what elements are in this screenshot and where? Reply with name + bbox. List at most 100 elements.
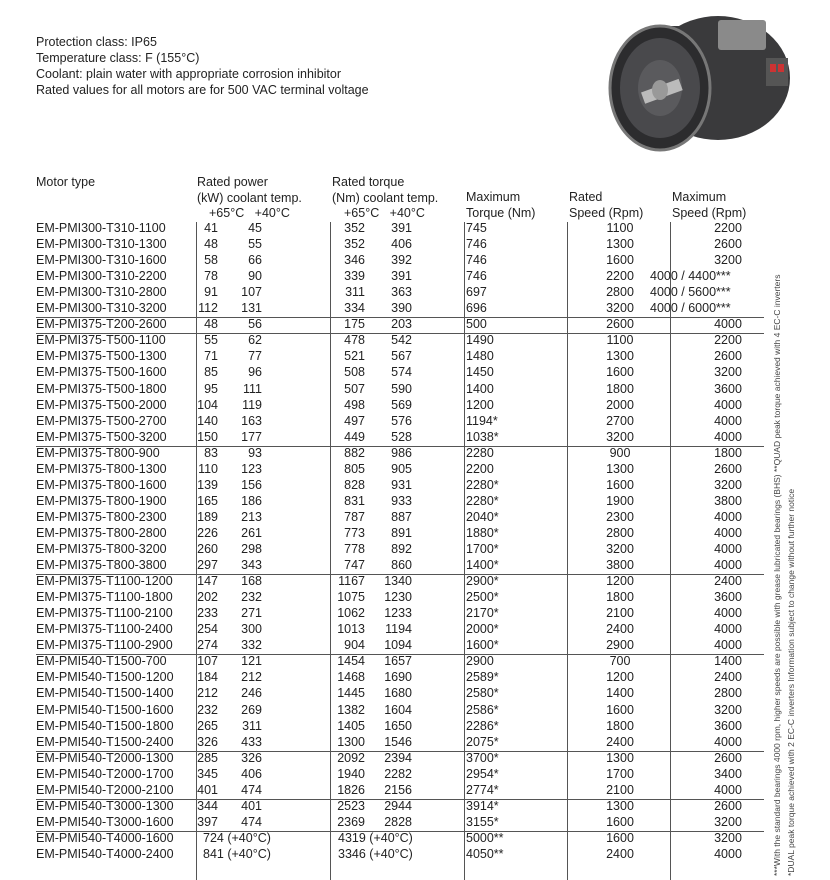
- cell-motor-type: EM-PMI375-T1100-1800: [36, 590, 173, 605]
- header-rated-speed-line2: Speed (Rpm): [569, 205, 644, 220]
- cell-max-torque: 1600*: [466, 638, 499, 653]
- cell-torque-65: 508: [344, 365, 365, 380]
- cell-torque-40: 406: [391, 237, 412, 252]
- cell-max-torque: 2040*: [466, 509, 499, 524]
- cell-motor-type: EM-PMI375-T1100-2900: [36, 638, 173, 653]
- table-row: EM-PMI300-T310-2200 78 90 339 391 746 2200 4000…: [0, 268, 770, 284]
- group-separator: [36, 798, 764, 800]
- cell-torque-65: 2369: [337, 814, 365, 829]
- cell-power-40: 213: [241, 509, 262, 524]
- cell-max-speed: 3600: [714, 381, 742, 396]
- cell-torque-40: 391: [391, 269, 412, 284]
- cell-rated-speed: 3200: [606, 429, 634, 444]
- cell-rated-speed: 1600: [606, 830, 634, 845]
- cell-max-torque: 3914*: [466, 798, 499, 813]
- table-row: EM-PMI375-T800-1300 110 123 805 905 2200 1300 2…: [0, 461, 770, 477]
- cell-power-65: 48: [204, 237, 218, 252]
- cell-torque-40: 576: [391, 413, 412, 428]
- cell-power-40: 343: [241, 558, 262, 573]
- cell-torque-40: 986: [391, 445, 412, 460]
- cell-torque-40: 860: [391, 558, 412, 573]
- table-row: EM-PMI375-T500-1100 55 62 478 542 1490 1100 220…: [0, 332, 770, 348]
- cell-motor-type: EM-PMI375-T800-3800: [36, 558, 167, 573]
- cell-max-torque: 2774*: [466, 782, 499, 797]
- temp-40-label: +40°C: [254, 206, 290, 220]
- cell-power-40: 212: [241, 670, 262, 685]
- cell-power-65: 297: [197, 558, 218, 573]
- cell-torque-65: 4319 (+40°C): [338, 830, 413, 845]
- cell-max-speed: 2600: [714, 349, 742, 364]
- cell-torque-40: 590: [391, 381, 412, 396]
- cell-torque-40: 892: [391, 542, 412, 556]
- cell-max-speed: 4000: [714, 606, 742, 621]
- table-row: EM-PMI375-T1100-2400 254 300 1013 1194 2000* 2…: [0, 621, 770, 637]
- cell-torque-65: 1826: [337, 782, 365, 797]
- cell-rated-speed: 1600: [606, 253, 634, 268]
- cell-power-40: 326: [241, 750, 262, 765]
- cell-max-speed: 1400: [714, 654, 742, 669]
- cell-power-40: 298: [241, 542, 262, 556]
- cell-torque-40: 569: [391, 397, 412, 412]
- table-row: EM-PMI540-T2000-1300 285 326 2092 2394 3700* 1…: [0, 750, 770, 766]
- cell-max-torque: 1194*: [466, 413, 498, 428]
- cell-torque-65: 805: [344, 461, 365, 476]
- cell-max-torque: 1450: [466, 365, 494, 380]
- cell-max-speed: 4000: [714, 317, 742, 332]
- column-divider: [196, 222, 197, 880]
- table-row: EM-PMI375-T800-3200 260 298 778 892 1700* 3200…: [0, 541, 770, 557]
- cell-power-65: 139: [197, 477, 218, 492]
- cell-torque-65: 1454: [337, 654, 365, 669]
- header-rated-speed: Rated Speed (Rpm): [569, 190, 643, 221]
- cell-torque-40: 1094: [384, 638, 412, 653]
- cell-torque-40: 1657: [384, 654, 412, 669]
- table-row: EM-PMI540-T4000-2400 841 (+40°C) 3346 (+40…: [0, 846, 770, 862]
- header-rated-torque-line2: (Nm) coolant temp.: [332, 190, 439, 205]
- cell-torque-65: 1167: [338, 574, 365, 589]
- table-row: EM-PMI375-T500-3200 150 177 449 528 1038* 3200…: [0, 429, 770, 445]
- cell-motor-type: EM-PMI540-T4000-2400: [36, 846, 174, 861]
- table-row: EM-PMI540-T4000-1600 724 (+40°C) 4319 (+40…: [0, 830, 770, 846]
- cell-max-torque: 746: [466, 253, 487, 268]
- cell-torque-65: 339: [344, 269, 365, 284]
- cell-power-65: 150: [197, 429, 218, 444]
- cell-max-torque: 1700*: [466, 542, 499, 556]
- cell-rated-speed: 1800: [606, 718, 634, 733]
- coolant-note: Coolant: plain water with appropriate co…: [36, 67, 342, 81]
- header-rated-power-line2: (kW) coolant temp.: [197, 190, 302, 205]
- cell-torque-65: 1062: [337, 606, 365, 621]
- cell-motor-type: EM-PMI375-T500-1800: [36, 381, 167, 396]
- table-row: EM-PMI300-T310-1300 48 55 352 406 746 1300 2600: [0, 236, 770, 252]
- table-row: EM-PMI540-T1500-700 107 121 1454 1657 2900 700…: [0, 653, 770, 669]
- cell-max-torque: 5000**: [466, 830, 504, 845]
- cell-max-torque: 697: [466, 285, 487, 300]
- group-separator: [36, 750, 764, 752]
- cell-torque-65: 449: [344, 429, 365, 444]
- cell-torque-65: 478: [344, 333, 365, 348]
- cell-rated-speed: 1300: [606, 349, 634, 364]
- cell-power-65: 233: [197, 606, 218, 621]
- cell-max-speed: 4000 / 5600***: [650, 285, 731, 300]
- cell-max-speed: 3600: [714, 590, 742, 605]
- cell-max-speed: 4000: [714, 429, 742, 444]
- cell-power-65: 107: [197, 654, 218, 669]
- cell-torque-65: 747: [344, 558, 365, 573]
- cell-torque-40: 2828: [384, 814, 412, 829]
- cell-torque-65: 1468: [337, 670, 365, 685]
- cell-torque-65: 773: [344, 525, 365, 540]
- cell-motor-type: EM-PMI375-T1100-2100: [36, 606, 173, 621]
- cell-motor-type: EM-PMI375-T1100-2400: [36, 622, 173, 637]
- cell-torque-65: 1382: [337, 702, 365, 717]
- cell-max-speed: 2800: [714, 686, 742, 701]
- table-row: EM-PMI300-T310-3200 112 131 334 390 696 3200 40…: [0, 300, 770, 316]
- cell-torque-40: 528: [391, 429, 412, 444]
- cell-torque-65: 352: [344, 237, 365, 252]
- table-row: EM-PMI540-T2000-1700 345 406 1940 2282 2954* 1…: [0, 766, 770, 782]
- group-separator: [36, 445, 764, 447]
- table-row: EM-PMI375-T800-900 83 93 882 986 2280 900 1800: [0, 445, 770, 461]
- cell-torque-65: 521: [344, 349, 365, 364]
- cell-power-65: 41: [204, 221, 218, 235]
- table-row: EM-PMI375-T500-1300 71 77 521 567 1480 1300 260…: [0, 348, 770, 364]
- cell-torque-40: 1690: [384, 670, 412, 685]
- cell-rated-speed: 1600: [606, 702, 634, 717]
- cell-rated-speed: 2100: [606, 782, 634, 797]
